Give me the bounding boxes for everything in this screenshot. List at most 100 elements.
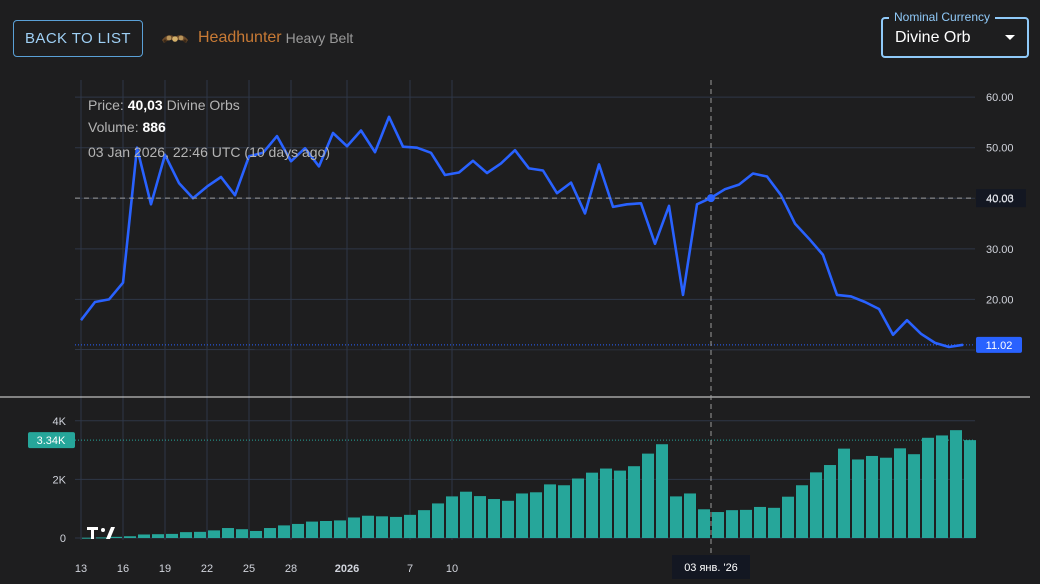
volume-bar <box>418 510 430 538</box>
price-tick-label: 60.00 <box>986 92 1014 104</box>
volume-bar <box>152 534 164 538</box>
volume-bar <box>796 485 808 538</box>
volume-bars <box>82 430 976 539</box>
volume-bar <box>110 536 122 538</box>
volume-bar <box>740 509 752 538</box>
volume-tick-label: 0 <box>60 533 66 545</box>
volume-bar <box>250 530 262 538</box>
last-price-label: 11.02 <box>986 340 1013 352</box>
back-to-list-button[interactable]: BACK TO LIST <box>13 20 143 57</box>
price-tick-label: 40.00 <box>986 193 1014 205</box>
volume-label: Volume: <box>88 119 139 135</box>
volume-bar <box>950 430 962 538</box>
volume-value: 886 <box>142 119 166 135</box>
price-tick-label: 50.00 <box>986 143 1014 155</box>
price-tick-label: 30.00 <box>986 244 1014 256</box>
volume-bar <box>852 459 864 538</box>
volume-bar <box>586 472 598 538</box>
last-volume-label-bg <box>28 432 75 449</box>
volume-bar <box>264 528 276 538</box>
volume-bar <box>432 503 444 538</box>
chart-overlays: 11.02 3.34K 40.03 03 янв. '26 <box>28 80 1026 579</box>
volume-bar <box>712 512 724 538</box>
tooltip-datetime: 03 Jan 2026, 22:46 UTC (10 days ago) <box>88 144 331 160</box>
volume-bar <box>166 533 178 538</box>
x-tick-label: 19 <box>159 563 171 575</box>
volume-bar <box>390 516 402 538</box>
tooltip-price: Price: 40,03 Divine Orbs <box>88 97 240 113</box>
x-tick-label: 2026 <box>335 563 359 575</box>
volume-bar <box>334 520 346 538</box>
volume-bar <box>278 525 290 538</box>
volume-tick-label: 2K <box>53 474 67 486</box>
volume-bar <box>922 437 934 538</box>
volume-bar <box>964 440 976 538</box>
volume-bar <box>362 515 374 538</box>
crosshair-x-label: 03 янв. '26 <box>684 562 738 574</box>
price-label: Price: <box>88 97 124 113</box>
volume-bar <box>670 496 682 538</box>
volume-bar <box>376 516 388 538</box>
x-tick-label: 7 <box>407 563 413 575</box>
volume-bar <box>292 523 304 538</box>
volume-bar <box>908 454 920 538</box>
volume-bar <box>656 444 668 538</box>
item-base-type: Heavy Belt <box>285 30 354 46</box>
x-tick-label: 22 <box>201 563 213 575</box>
heavy-belt-icon <box>162 35 188 43</box>
volume-bar <box>404 514 416 538</box>
currency-select-label: Nominal Currency <box>889 10 996 24</box>
x-tick-label: 25 <box>243 563 255 575</box>
volume-bar <box>936 435 948 538</box>
volume-bar <box>754 506 766 538</box>
volume-bar <box>488 499 500 538</box>
volume-bar <box>96 537 108 539</box>
volume-tick-label: 4K <box>53 416 67 428</box>
last-volume-label: 3.34K <box>37 435 66 447</box>
crosshair-y-label: 40.03 <box>986 193 1014 205</box>
crosshair-x-label-bg <box>672 555 750 579</box>
chart-axes: 20.00 30.00 40.00 50.00 60.00 0 2K 4K 13 16 19 22 25… <box>53 92 1014 575</box>
volume-bar <box>320 521 332 538</box>
volume-bar <box>572 478 584 538</box>
volume-bar <box>600 468 612 538</box>
volume-bar <box>194 531 206 538</box>
tradingview-logo[interactable] <box>87 527 115 539</box>
price-value: 40,03 <box>127 97 163 113</box>
volume-bar <box>894 448 906 538</box>
item-name[interactable]: Headhunter <box>198 29 282 46</box>
volume-bar <box>726 510 738 538</box>
volume-bar <box>768 507 780 538</box>
volume-bar <box>348 517 360 538</box>
crosshair-y-label-bg <box>976 189 1026 208</box>
caret-down-icon <box>1005 35 1015 40</box>
volume-bar <box>124 536 136 538</box>
volume-bar <box>810 472 822 538</box>
volume-bar <box>824 465 836 538</box>
volume-bar <box>208 530 220 538</box>
crosshair-point <box>707 194 715 203</box>
volume-bar <box>446 496 458 538</box>
x-tick-label: 10 <box>446 563 458 575</box>
volume-bar <box>558 485 570 538</box>
volume-bar <box>880 457 892 538</box>
price-line <box>79 115 964 349</box>
x-tick-label: 16 <box>117 563 129 575</box>
volume-bar <box>614 470 626 538</box>
x-tick-label: 13 <box>75 563 87 575</box>
tooltip-volume: Volume: 886 <box>88 119 166 135</box>
volume-bar <box>474 496 486 538</box>
volume-bar <box>838 448 850 538</box>
price-tick-label: 20.00 <box>986 294 1014 306</box>
volume-bar <box>222 528 234 538</box>
price-unit: Divine Orbs <box>166 97 240 113</box>
volume-bar <box>138 534 150 538</box>
x-tick-label: 28 <box>285 563 297 575</box>
volume-bar <box>628 466 640 538</box>
volume-bar <box>82 537 94 539</box>
volume-bar <box>516 493 528 538</box>
currency-selected-value: Divine Orb <box>895 28 971 46</box>
volume-bar <box>544 484 556 538</box>
grid-horizontal-price <box>74 349 976 351</box>
